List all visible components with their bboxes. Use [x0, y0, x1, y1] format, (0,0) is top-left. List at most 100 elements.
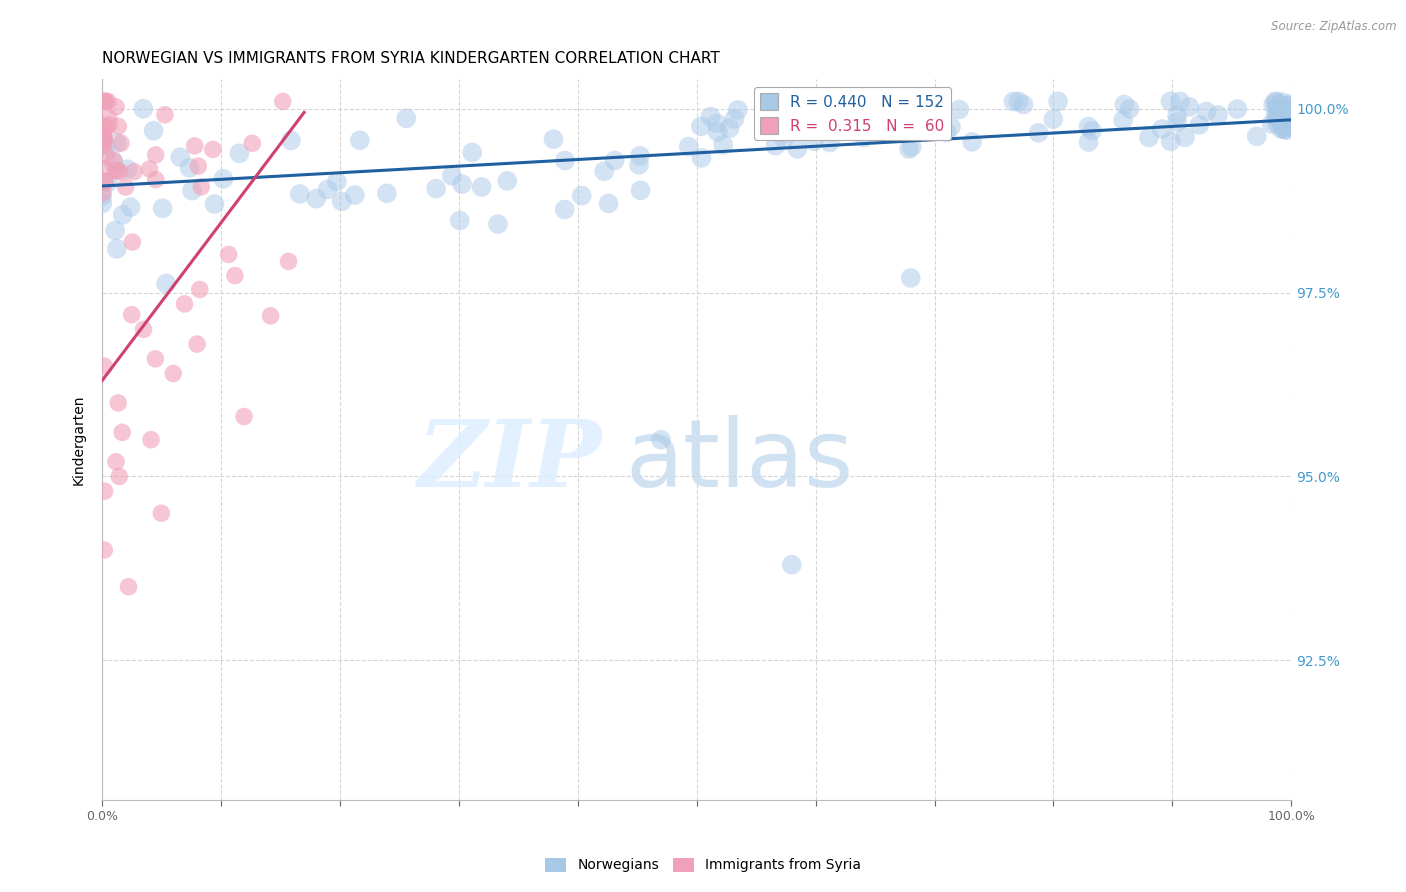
Point: [139, 433, 162, 447]
Point: [1174, 130, 1197, 145]
Point: [630, 183, 652, 197]
Point: [1007, 95, 1029, 109]
Point: [110, 136, 132, 150]
Point: [1160, 134, 1182, 148]
Point: [1150, 122, 1173, 136]
Point: [1012, 97, 1035, 112]
Point: [395, 112, 418, 126]
Point: [1077, 135, 1099, 149]
Point: [93, 135, 115, 149]
Point: [1264, 108, 1286, 122]
Point: [105, 136, 128, 150]
Point: [900, 140, 922, 154]
Point: [201, 142, 224, 156]
Point: [678, 139, 700, 153]
Point: [780, 558, 803, 572]
Point: [173, 297, 195, 311]
Point: [786, 114, 808, 128]
Point: [132, 322, 155, 336]
Point: [627, 158, 650, 172]
Point: [218, 247, 240, 261]
Point: [138, 161, 160, 176]
Point: [718, 121, 741, 136]
Text: Source: ZipAtlas.com: Source: ZipAtlas.com: [1271, 20, 1396, 33]
Point: [271, 95, 294, 109]
Point: [1112, 112, 1135, 127]
Point: [145, 351, 167, 366]
Point: [93, 133, 115, 147]
Point: [305, 192, 328, 206]
Point: [91, 186, 114, 200]
Point: [105, 242, 128, 256]
Point: [1166, 115, 1188, 129]
Point: [786, 108, 808, 122]
Point: [108, 165, 131, 179]
Point: [224, 268, 246, 283]
Point: [706, 116, 728, 130]
Point: [94, 95, 117, 109]
Point: [91, 189, 114, 203]
Point: [1272, 110, 1295, 124]
Point: [1279, 112, 1302, 126]
Point: [97, 176, 120, 190]
Point: [1272, 107, 1295, 121]
Point: [1271, 95, 1294, 109]
Point: [96, 120, 118, 135]
Point: [179, 161, 201, 175]
Point: [1279, 96, 1302, 111]
Point: [108, 469, 131, 483]
Point: [169, 150, 191, 164]
Text: ZIP: ZIP: [418, 417, 602, 507]
Point: [897, 142, 920, 156]
Point: [598, 196, 620, 211]
Point: [121, 308, 143, 322]
Point: [93, 543, 115, 558]
Point: [120, 200, 142, 214]
Point: [1264, 95, 1286, 109]
Point: [449, 213, 471, 227]
Point: [111, 425, 134, 440]
Point: [783, 106, 806, 120]
Point: [97, 95, 120, 109]
Point: [1279, 103, 1302, 117]
Point: [259, 309, 281, 323]
Point: [107, 396, 129, 410]
Point: [554, 153, 576, 168]
Point: [93, 95, 115, 109]
Point: [763, 138, 786, 153]
Point: [1261, 98, 1284, 112]
Point: [960, 135, 983, 149]
Point: [1028, 126, 1050, 140]
Point: [117, 162, 139, 177]
Point: [1195, 104, 1218, 119]
Point: [762, 122, 785, 136]
Point: [1002, 95, 1025, 109]
Point: [233, 409, 256, 424]
Point: [93, 359, 115, 373]
Point: [1246, 129, 1268, 144]
Point: [155, 277, 177, 291]
Point: [853, 130, 876, 145]
Point: [105, 455, 128, 469]
Point: [212, 171, 235, 186]
Point: [184, 138, 207, 153]
Point: [773, 132, 796, 146]
Point: [288, 186, 311, 201]
Point: [93, 131, 115, 145]
Point: [1137, 130, 1160, 145]
Point: [1274, 122, 1296, 136]
Point: [1114, 97, 1136, 112]
Point: [689, 120, 711, 134]
Point: [1279, 111, 1302, 125]
Point: [440, 169, 463, 183]
Point: [1271, 111, 1294, 125]
Point: [96, 148, 118, 162]
Point: [1272, 122, 1295, 136]
Point: [1265, 100, 1288, 114]
Text: NORWEGIAN VS IMMIGRANTS FROM SYRIA KINDERGARTEN CORRELATION CHART: NORWEGIAN VS IMMIGRANTS FROM SYRIA KINDE…: [101, 51, 720, 66]
Point: [1275, 105, 1298, 120]
Point: [543, 132, 565, 146]
Point: [104, 163, 127, 178]
Point: [280, 133, 302, 147]
Point: [1272, 118, 1295, 132]
